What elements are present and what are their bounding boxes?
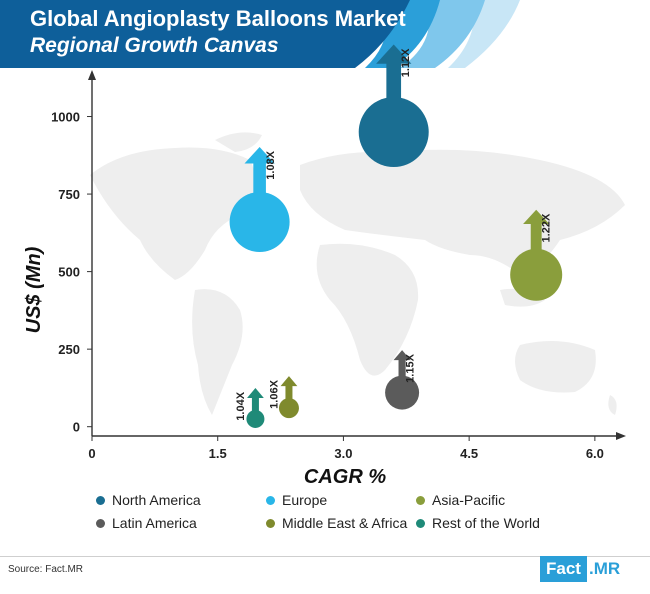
legend-label: Latin America [112, 515, 197, 531]
bubble-group: 1.22X [510, 209, 563, 301]
axes [88, 70, 626, 440]
growth-arrow-head [376, 44, 412, 64]
growth-arrow-head [244, 146, 275, 164]
footer-divider [0, 556, 650, 557]
legend-item: Rest of the World [416, 515, 540, 531]
growth-multiplier-label: 1.08X [265, 150, 277, 179]
legend-item: Middle East & Africa [266, 515, 407, 531]
legend: North America Europe Asia-Pacific Latin Ame… [96, 492, 616, 542]
legend-swatch [266, 518, 275, 528]
legend-label: Rest of the World [432, 515, 540, 531]
logo-fact-text: Fact [540, 556, 587, 582]
growth-arrow-shaft [285, 385, 293, 401]
y-tick-label: 0 [73, 420, 80, 435]
legend-label: Middle East & Africa [282, 515, 408, 531]
bubble [358, 97, 429, 168]
growth-arrow-head [523, 209, 550, 225]
bubble [278, 398, 299, 419]
bubble-group: 1.06X [269, 376, 299, 419]
legend-label: Asia-Pacific [432, 492, 506, 508]
growth-arrow-shaft [530, 223, 542, 251]
x-ticks: 0 1.5 3.0 4.5 6.0 [88, 436, 604, 461]
x-tick-label: 6.0 [586, 446, 604, 461]
growth-multiplier-label: 1.06X [269, 379, 281, 408]
growth-arrow-shaft [398, 359, 406, 378]
logo-mr-text: .MR [588, 559, 621, 578]
y-tick-label: 1000 [51, 110, 80, 125]
bubble-group: 1.12X [358, 44, 429, 168]
growth-multiplier-label: 1.15X [405, 353, 417, 382]
legend-label: North America [112, 492, 201, 508]
bubble [510, 248, 563, 301]
x-tick-label: 0 [88, 446, 95, 461]
growth-arrow-head [280, 376, 298, 387]
factmr-logo: Fact .MR [540, 556, 620, 582]
legend-swatch [96, 495, 105, 505]
growth-arrow-shaft [253, 162, 266, 194]
bubble-group: 1.15X [385, 350, 420, 410]
chart-title: Global Angioplasty Balloons Market [30, 6, 406, 31]
growth-arrow-shaft [386, 62, 402, 100]
legend-item: Europe [266, 492, 327, 508]
x-axis-label: CAGR % [304, 466, 386, 488]
source-note: Source: Fact.MR [8, 564, 84, 575]
bubbles: 1.12X 1.08X 1.22X 1.15X 1.06X 1.04X [229, 44, 563, 428]
legend-swatch [416, 518, 425, 528]
header-banner [0, 0, 520, 68]
chart-subtitle: Regional Growth Canvas [30, 34, 279, 57]
growth-arrow-head [247, 387, 264, 398]
x-axis-arrow [616, 432, 626, 440]
y-ticks: 0 250 500 750 1000 [51, 110, 92, 435]
x-tick-label: 4.5 [460, 446, 478, 461]
legend-swatch [266, 495, 275, 505]
bubble [246, 409, 265, 428]
x-tick-label: 1.5 [209, 446, 227, 461]
legend-item: North America [96, 492, 201, 508]
growth-multiplier-label: 1.22X [541, 213, 553, 242]
bubble-group: 1.04X [235, 387, 265, 428]
y-axis-arrow [88, 70, 96, 80]
legend-swatch [96, 518, 105, 528]
y-tick-label: 250 [58, 342, 80, 357]
bubble [229, 191, 290, 252]
y-axis-label: US$ (Mn) [23, 246, 45, 333]
growth-multiplier-label: 1.04X [235, 391, 247, 420]
growth-arrow-head [393, 350, 411, 361]
legend-label: Europe [282, 492, 328, 508]
bubble [385, 375, 420, 410]
y-tick-label: 750 [58, 187, 80, 202]
legend-item: Latin America [96, 515, 197, 531]
y-tick-label: 500 [58, 265, 80, 280]
legend-item: Asia-Pacific [416, 492, 505, 508]
growth-arrow-shaft [251, 396, 259, 412]
x-tick-label: 3.0 [334, 446, 352, 461]
legend-swatch [416, 495, 425, 505]
growth-multiplier-label: 1.12X [400, 48, 412, 77]
world-map-background [90, 132, 625, 415]
bubble-group: 1.08X [229, 146, 290, 252]
